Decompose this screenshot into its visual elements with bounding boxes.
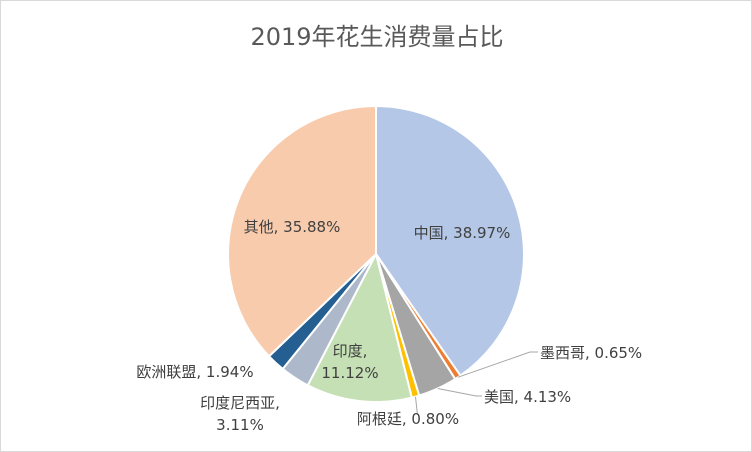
data-label-8: 其他, 35.88% (244, 218, 341, 236)
data-label-4: 阿根廷, 0.80% (357, 410, 459, 428)
pie-slice-8 (227, 104, 377, 358)
data-label-2: 墨西哥, 0.65% (540, 344, 642, 362)
chart-title: 2019年花生消费量占比 (250, 23, 504, 51)
pie-slice-5 (306, 251, 413, 403)
data-label-6: 印度尼西亚, 3.11% (200, 394, 280, 434)
data-label-7: 欧洲联盟, 1.94% (136, 363, 253, 381)
leader-line-4 (414, 396, 418, 415)
leader-line-2 (457, 351, 538, 378)
data-label-5: 印度, 11.12% (321, 342, 378, 382)
data-label-1: 中国, 38.97% (414, 224, 511, 242)
pie-slice-1 (375, 104, 525, 377)
data-label-3: 美国, 4.13% (484, 388, 571, 406)
leader-line-3 (437, 388, 482, 397)
